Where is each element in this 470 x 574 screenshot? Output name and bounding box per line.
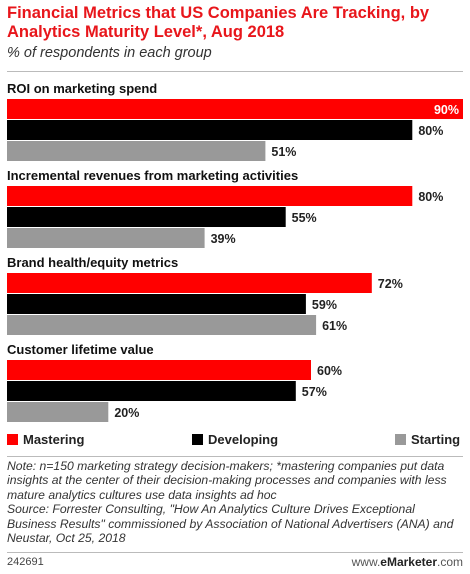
brand-suffix: .com bbox=[436, 555, 463, 569]
bar-mastering-roi-on-marketing-spend bbox=[7, 99, 463, 119]
legend-label-starting: Starting bbox=[411, 432, 461, 447]
bottom-divider bbox=[7, 456, 463, 457]
notes-block: Note: n=150 marketing strategy decision-… bbox=[7, 459, 465, 545]
bar-mastering-customer-lifetime-value bbox=[7, 360, 311, 380]
legend-label-mastering: Mastering bbox=[23, 432, 85, 447]
footer-divider bbox=[7, 552, 463, 553]
note-text: Note: n=150 marketing strategy decision-… bbox=[7, 459, 447, 502]
legend: Mastering Developing Starting bbox=[0, 432, 470, 452]
brand-name: eMarketer bbox=[380, 555, 437, 569]
bar-developing-roi-on-marketing-spend bbox=[7, 120, 413, 140]
value-label-starting-brand-health-equity-metrics: 61% bbox=[322, 319, 347, 333]
value-label-mastering-customer-lifetime-value: 60% bbox=[317, 364, 342, 378]
value-label-developing-customer-lifetime-value: 57% bbox=[302, 385, 327, 399]
chart-id: 242691 bbox=[7, 556, 44, 568]
value-label-mastering-incremental-revenues-from-marketing-activities: 80% bbox=[418, 190, 443, 204]
bar-developing-brand-health-equity-metrics bbox=[7, 294, 306, 314]
bar-starting-brand-health-equity-metrics bbox=[7, 315, 317, 335]
brand-prefix: www. bbox=[351, 555, 381, 569]
brand-link[interactable]: www.eMarketer.com bbox=[352, 555, 463, 569]
value-label-mastering-brand-health-equity-metrics: 72% bbox=[378, 277, 403, 291]
legend-swatch-starting bbox=[395, 434, 406, 445]
category-label-roi-on-marketing-spend: ROI on marketing spend bbox=[7, 81, 157, 96]
legend-label-developing: Developing bbox=[208, 432, 279, 447]
value-label-starting-roi-on-marketing-spend: 51% bbox=[271, 145, 296, 159]
category-label-customer-lifetime-value: Customer lifetime value bbox=[7, 342, 154, 357]
legend-swatch-developing bbox=[192, 434, 203, 445]
chart-subtitle: % of respondents in each group bbox=[7, 45, 212, 61]
bar-developing-incremental-revenues-from-marketing-activities bbox=[7, 207, 286, 227]
category-label-brand-health-equity-metrics: Brand health/equity metrics bbox=[7, 255, 178, 270]
legend-item-developing: Developing bbox=[192, 432, 278, 447]
chart-title: Financial Metrics that US Companies Are … bbox=[7, 4, 430, 41]
value-label-starting-incremental-revenues-from-marketing-activities: 39% bbox=[211, 232, 236, 246]
legend-swatch-mastering bbox=[7, 434, 18, 445]
bar-chart: ROI on marketing spend 90% 80% 51% Increment… bbox=[7, 81, 463, 422]
bar-mastering-brand-health-equity-metrics bbox=[7, 273, 372, 293]
bar-starting-incremental-revenues-from-marketing-activities bbox=[7, 228, 205, 248]
legend-item-starting: Starting bbox=[395, 432, 460, 447]
value-label-starting-customer-lifetime-value: 20% bbox=[114, 406, 139, 420]
bar-mastering-incremental-revenues-from-marketing-activities bbox=[7, 186, 413, 206]
value-label-developing-roi-on-marketing-spend: 80% bbox=[418, 124, 443, 138]
category-label-incremental-revenues-from-marketing-activities: Incremental revenues from marketing acti… bbox=[7, 168, 298, 183]
bar-starting-roi-on-marketing-spend bbox=[7, 141, 266, 161]
legend-item-mastering: Mastering bbox=[7, 432, 84, 447]
value-label-developing-incremental-revenues-from-marketing-activities: 55% bbox=[292, 211, 317, 225]
value-label-mastering-roi-on-marketing-spend: 90% bbox=[434, 103, 459, 117]
source-text: Source: Forrester Consulting, "How An An… bbox=[7, 502, 454, 546]
bar-developing-customer-lifetime-value bbox=[7, 381, 296, 401]
bar-starting-customer-lifetime-value bbox=[7, 402, 109, 422]
value-label-developing-brand-health-equity-metrics: 59% bbox=[312, 298, 337, 312]
top-divider bbox=[7, 71, 463, 72]
